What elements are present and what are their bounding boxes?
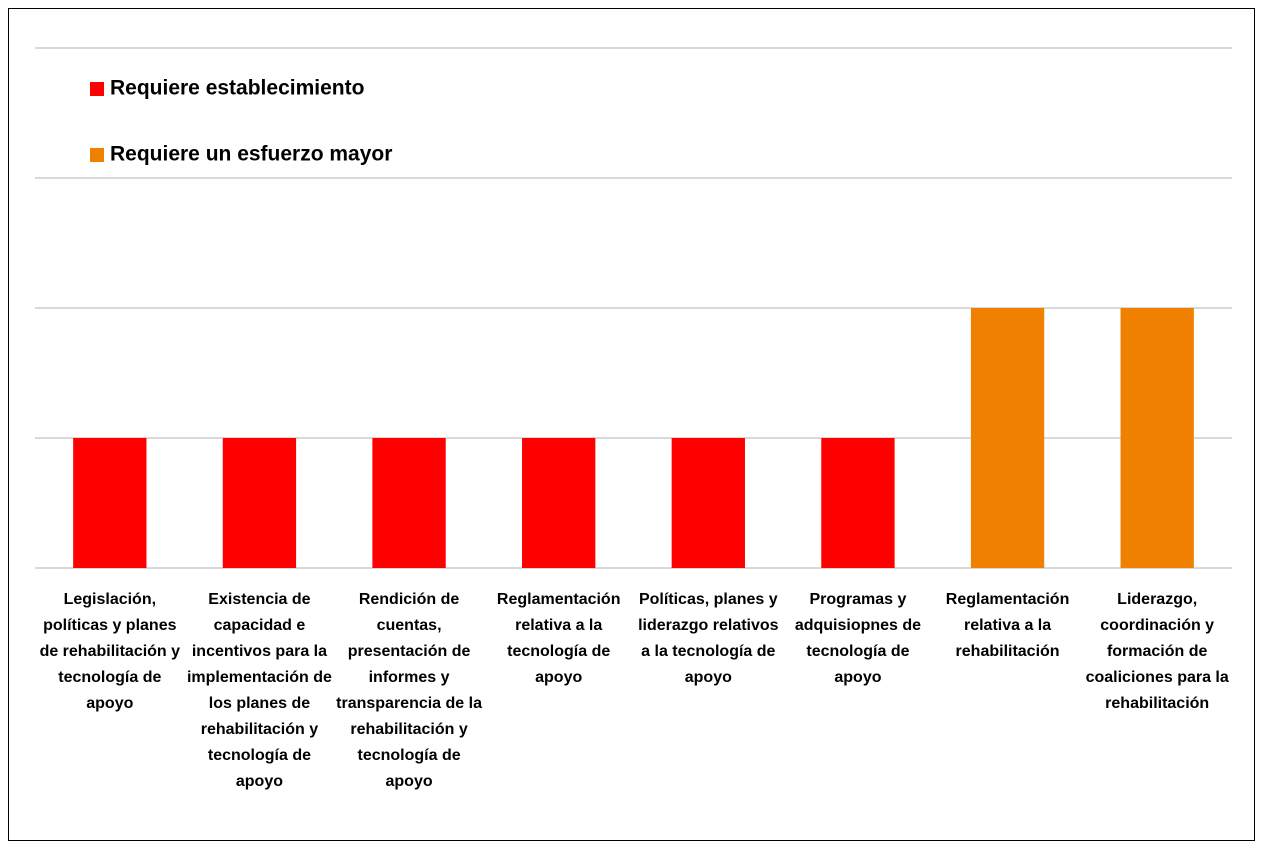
x-tick-label: Reglamentación relativa a la rehabilitac…	[945, 591, 1070, 660]
x-tick-label: Liderazgo, coordinación y formación de c…	[1085, 591, 1229, 712]
x-tick-label: Reglamentación relativa a la tecnología …	[496, 591, 621, 686]
legend-swatch	[90, 82, 104, 96]
bar	[1120, 308, 1194, 568]
bar	[73, 438, 147, 568]
x-tick-label: Legislación, políticas y planes de rehab…	[39, 591, 181, 712]
bar	[671, 438, 745, 568]
x-tick-label: Políticas, planes y liderazgo relativos …	[638, 591, 779, 686]
bar	[522, 438, 596, 568]
legend-label: Requiere establecimiento	[110, 77, 364, 100]
x-tick-label: Existencia de capacidad e incentivos par…	[186, 591, 332, 790]
legend-label: Requiere un esfuerzo mayor	[110, 143, 392, 166]
legend-swatch	[90, 148, 104, 162]
bar	[372, 438, 446, 568]
chart-border	[8, 8, 1255, 841]
bar	[821, 438, 895, 568]
bar	[222, 438, 297, 568]
x-tick-label: Rendición de cuentas, presentación de in…	[336, 591, 482, 790]
x-tick-label: Programas y adquisiopnes de tecnología d…	[794, 591, 922, 686]
bar	[970, 308, 1045, 568]
